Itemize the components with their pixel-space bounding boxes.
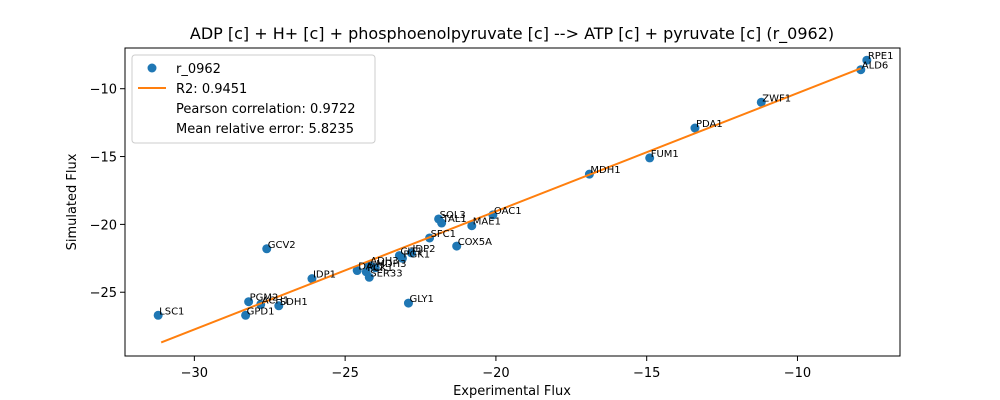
point-label: LSC1: [159, 306, 184, 317]
point-label: MDH3: [376, 259, 406, 270]
point-label: PCK1: [367, 263, 393, 274]
x-axis: −30 −25 −20 −15 −10: [181, 356, 811, 381]
point-label: SDH1: [280, 297, 308, 308]
data-point: [370, 263, 380, 273]
data-point: [244, 297, 254, 307]
x-axis-label: Experimental Flux: [453, 384, 571, 399]
data-point: [403, 298, 413, 308]
data-point: [397, 253, 407, 263]
legend-box: [131, 54, 376, 144]
data-point: [756, 97, 766, 107]
legend-entry: Mean relative error: 5.8235: [176, 122, 354, 137]
point-label: GPD1: [247, 306, 275, 317]
y-tick-label: −25: [90, 286, 117, 301]
chart-title: ADP [c] + H+ [c] + phosphoenolpyruvate […: [190, 24, 834, 44]
point-label: OAC1: [494, 206, 522, 217]
data-point: [452, 241, 462, 251]
point-label: GLY1: [409, 294, 433, 305]
point-label: COX5A: [458, 237, 492, 248]
point-label: PGM2: [250, 293, 279, 304]
fit-line: [160, 67, 862, 344]
data-point: [364, 272, 374, 282]
point-label: SER33: [370, 268, 402, 279]
data-point: [241, 310, 251, 320]
data-point: [262, 244, 272, 254]
point-label: PDA1: [696, 119, 723, 130]
x-tick-label: −15: [633, 366, 660, 381]
point-label: FUM1: [651, 149, 679, 160]
data-point: [856, 65, 866, 75]
point-label: PGK1: [403, 249, 430, 260]
x-tick-label: −25: [331, 366, 358, 381]
legend-entry: Pearson correlation: 0.9722: [176, 102, 356, 117]
point-label: IDP2: [412, 244, 435, 255]
x-tick-label: −30: [181, 366, 208, 381]
point-label: IDP1: [313, 270, 336, 281]
point-label: TAL1: [442, 214, 467, 225]
y-axis-label: Simulated Flux: [65, 153, 80, 250]
point-label: MDH1: [590, 165, 620, 176]
y-tick-label: −10: [90, 83, 117, 98]
data-point: [690, 123, 700, 133]
legend-entry: r_0962: [176, 62, 221, 77]
x-tick-label: −10: [784, 366, 811, 381]
point-label: ZWF1: [762, 93, 791, 104]
x-tick-label: −20: [482, 366, 509, 381]
point-label: ACH1: [262, 295, 290, 306]
data-point: [307, 274, 317, 284]
data-point: [645, 153, 655, 163]
y-tick-label: −20: [90, 218, 117, 233]
point-label: GCV2: [268, 240, 296, 251]
point-label: MAE1: [473, 217, 501, 228]
point-label: CIT1: [400, 247, 422, 258]
legend-point-marker: [147, 63, 157, 73]
point-label: ADH3: [370, 256, 398, 267]
data-point: [153, 310, 163, 320]
y-axis: −25 −20 −15 −10: [90, 83, 125, 301]
point-label: ALD6: [862, 61, 888, 72]
legend-entry: R2: 0.9451: [176, 82, 247, 97]
point-label: RPE1: [868, 51, 894, 62]
point-label: SFC1: [431, 229, 456, 240]
axes-frame: [124, 47, 901, 357]
data-point: [274, 301, 284, 311]
point-label: DAL7: [358, 262, 384, 273]
y-tick-label: −15: [90, 151, 117, 166]
data-point: [406, 248, 416, 258]
data-point: [862, 55, 872, 65]
point-label: SOL3: [440, 210, 466, 221]
data-point: [467, 221, 477, 231]
data-point: [437, 218, 447, 228]
legend: r_0962 R2: 0.9451 Pearson correlation: 0.9…: [131, 54, 376, 144]
data-point: [352, 266, 362, 276]
